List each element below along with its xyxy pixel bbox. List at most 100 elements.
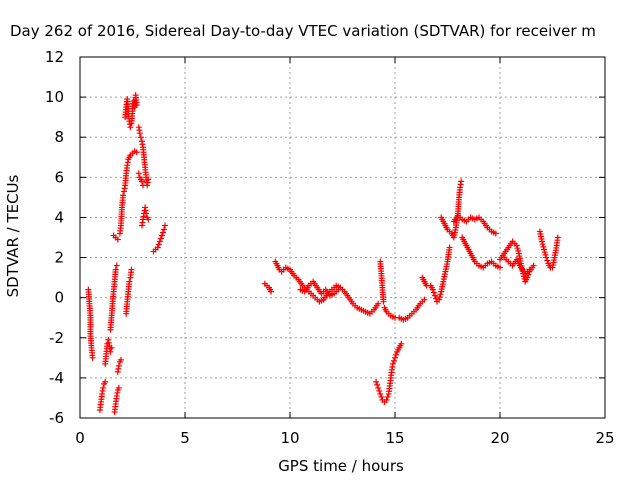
data-point — [145, 176, 152, 183]
data-point — [373, 378, 380, 385]
data-point — [526, 266, 533, 273]
y-axis: -6 -4 -2 0 2 4 6 8 10 12 — [45, 48, 605, 427]
data-point — [492, 230, 499, 237]
data-point — [135, 170, 142, 177]
data-point — [377, 390, 384, 397]
data-point — [524, 274, 531, 281]
data-point — [436, 296, 443, 303]
data-point — [102, 378, 109, 385]
x-tick-label: 5 — [180, 429, 190, 447]
data-point — [514, 245, 521, 252]
data-point — [431, 292, 438, 299]
data-point — [161, 226, 167, 233]
data-point — [374, 381, 381, 388]
data-point — [115, 384, 122, 391]
data-point — [515, 247, 522, 254]
data-point — [158, 232, 165, 239]
data-point — [112, 266, 119, 273]
data-point — [157, 235, 164, 242]
data-point — [268, 288, 275, 295]
data-point — [140, 182, 146, 189]
data-point — [137, 134, 144, 141]
grid — [80, 57, 605, 418]
y-axis-label: SDTVAR / TECUs — [4, 174, 22, 297]
data-point — [544, 257, 551, 264]
data-point — [446, 244, 453, 251]
data-point — [159, 229, 166, 236]
plot-frame — [79, 56, 606, 419]
data-point — [375, 384, 382, 391]
data-point — [497, 264, 503, 271]
data-point — [398, 340, 405, 347]
data-point — [513, 242, 520, 249]
data-point — [458, 178, 465, 185]
x-axis-label: GPS time / hours — [278, 457, 404, 475]
data-point — [127, 124, 134, 131]
data-point — [108, 344, 115, 351]
data-point — [390, 357, 397, 364]
data-point — [539, 238, 545, 245]
data-point — [378, 393, 385, 400]
x-tick-label: 25 — [595, 429, 614, 447]
y-tick-label: 6 — [54, 168, 64, 186]
data-point — [437, 291, 444, 298]
data-point — [525, 271, 532, 278]
data-point — [540, 243, 547, 250]
data-point — [128, 266, 135, 273]
data-point — [100, 384, 107, 391]
data-point — [429, 286, 436, 293]
data-point — [421, 296, 428, 303]
data-point — [113, 262, 120, 269]
data-point — [393, 351, 400, 358]
data-point — [380, 298, 387, 305]
data-point — [436, 293, 443, 300]
data-point — [138, 178, 145, 185]
data-point — [530, 262, 537, 269]
y-tick-label: -6 — [49, 409, 64, 427]
data-point — [143, 210, 150, 217]
data-point — [554, 234, 561, 241]
data-point — [376, 387, 383, 394]
x-tick-label: 15 — [385, 429, 404, 447]
data-point — [114, 236, 121, 243]
y-tick-label: 2 — [54, 249, 64, 267]
data-point — [133, 102, 140, 109]
data-points — [85, 92, 561, 415]
y-tick-label: -4 — [49, 369, 64, 387]
data-point — [543, 254, 550, 261]
data-point — [384, 393, 391, 400]
data-point — [117, 356, 124, 363]
y-tick-label: 12 — [45, 48, 64, 66]
y-tick-label: 8 — [54, 128, 64, 146]
data-point — [89, 354, 96, 361]
data-point — [430, 289, 437, 296]
data-point — [392, 354, 398, 361]
chart-title: Day 262 of 2016, Sidereal Day-to-day VTE… — [10, 22, 596, 40]
data-point — [156, 238, 163, 245]
y-tick-label: 4 — [54, 208, 64, 226]
x-tick-label: 20 — [490, 429, 509, 447]
data-point — [136, 130, 143, 137]
y-tick-label: 10 — [45, 88, 64, 106]
data-point — [162, 222, 169, 229]
data-point — [542, 251, 549, 258]
y-tick-label: -2 — [49, 329, 64, 347]
data-point — [155, 241, 162, 248]
data-point — [145, 216, 152, 223]
data-point — [107, 348, 114, 355]
data-point — [120, 192, 127, 199]
y-tick-label: 0 — [54, 289, 64, 307]
x-tick-label: 0 — [75, 429, 85, 447]
x-axis: 0 5 10 15 20 25 — [75, 57, 615, 447]
x-tick-label: 10 — [280, 429, 299, 447]
data-point — [335, 286, 342, 293]
data-point — [133, 149, 140, 156]
data-point — [375, 300, 382, 307]
data-point — [154, 244, 161, 251]
data-point — [541, 249, 548, 256]
data-point — [383, 396, 390, 403]
data-point — [126, 278, 133, 285]
data-point — [541, 246, 548, 253]
data-point — [539, 241, 546, 248]
